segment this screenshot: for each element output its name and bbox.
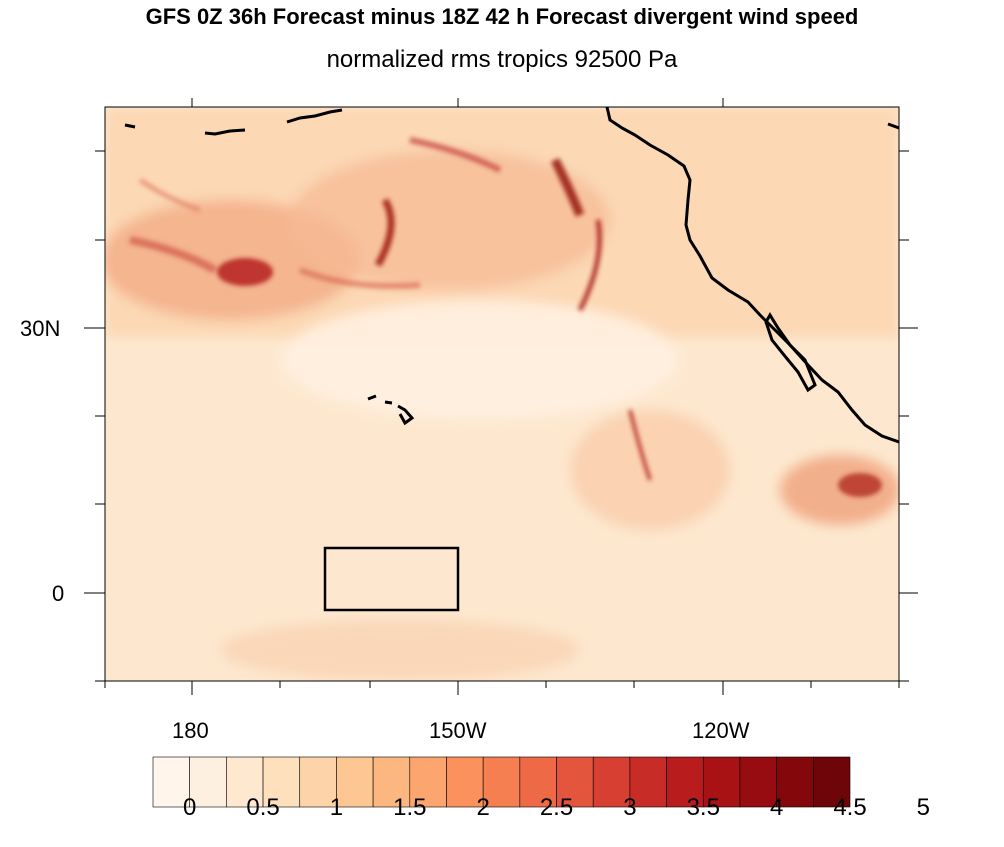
plot-subtitle: normalized rms tropics 92500 Pa (326, 46, 678, 73)
colorbar-swatch (776, 756, 814, 808)
colorbar-swatch (592, 756, 631, 808)
axis-ticks (84, 98, 918, 695)
map-frame (104, 106, 900, 682)
colorbar (152, 756, 851, 808)
plot-title: GFS 0Z 36h Forecast minus 18Z 42 h Forec… (145, 4, 859, 29)
colorbar-swatch (152, 756, 190, 808)
colorbar-swatch (262, 756, 301, 808)
colorbar-label: 3.5 (686, 794, 720, 821)
region-box (323, 546, 460, 612)
coastline-baja (764, 312, 817, 393)
colorbar-swatch (813, 756, 851, 808)
field-shading (105, 107, 899, 680)
colorbar-swatch (226, 756, 264, 808)
colorbar-swatch (519, 756, 557, 808)
colorbar-swatch (446, 756, 484, 808)
coastline-north-america (605, 107, 899, 444)
map-panel (105, 107, 899, 681)
colorbar-label: 0 (182, 794, 197, 821)
lon-label-120w: 120W (692, 718, 750, 743)
field-streaks (129, 137, 882, 497)
colorbar-label: 4 (769, 794, 784, 821)
colorbar-label: 2 (476, 794, 490, 821)
colorbar-swatch (556, 756, 594, 808)
colorbar-label: 2.5 (539, 794, 574, 821)
colorbar-swatch (299, 756, 337, 808)
lat-label-30n: 30N (20, 316, 61, 341)
lon-label-180: 180 (172, 718, 209, 743)
colorbar-label: 1.5 (393, 794, 427, 821)
colorbar-label: 5 (916, 794, 931, 821)
coastline-alaska (124, 108, 899, 136)
colorbar-label: 1 (329, 794, 344, 821)
lat-label-0: 0 (52, 581, 65, 606)
colorbar-swatch (666, 756, 704, 808)
colorbar-label: 3 (623, 794, 637, 821)
colorbar-swatch (372, 756, 411, 808)
colorbar-label: 4.5 (833, 794, 867, 821)
coastline-hawaii (367, 394, 415, 426)
colorbar-swatch (189, 756, 227, 808)
colorbar-label: 0.5 (246, 794, 280, 821)
colorbar-swatch (336, 756, 374, 808)
lon-label-150w: 150W (429, 718, 487, 743)
